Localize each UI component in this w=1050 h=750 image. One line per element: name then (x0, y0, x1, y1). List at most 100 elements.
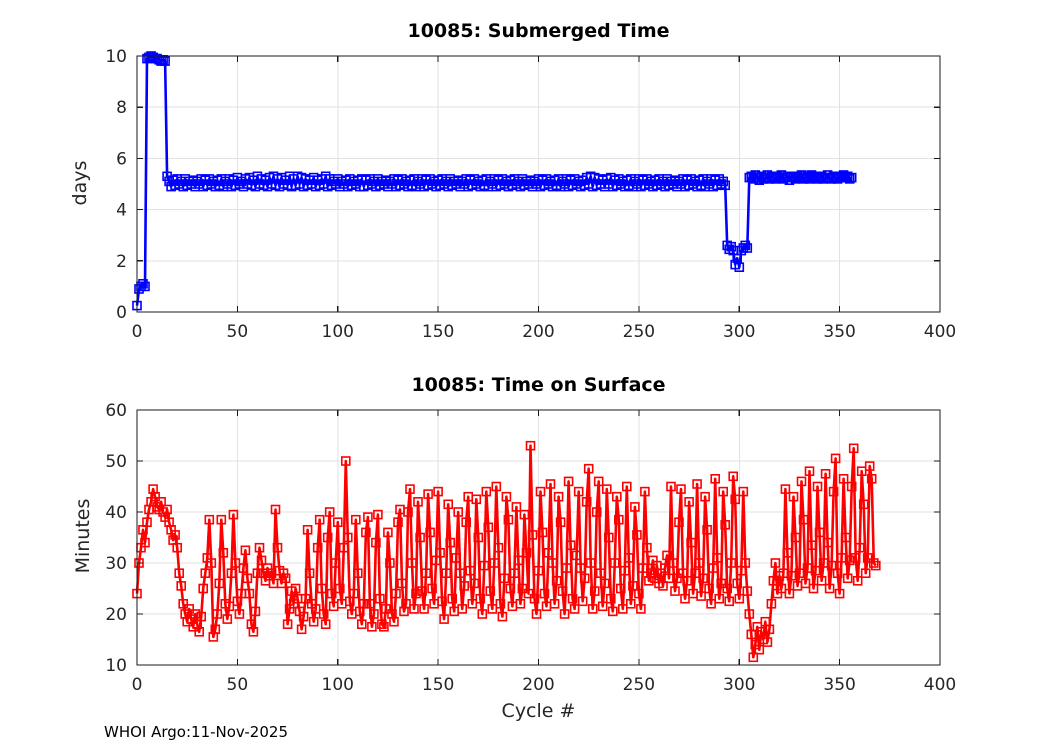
data-marker (543, 548, 554, 558)
data-marker (411, 588, 421, 599)
data-marker (868, 558, 879, 568)
data-marker (503, 514, 514, 525)
data-marker (479, 560, 490, 571)
data-marker (696, 591, 706, 601)
data-marker (866, 474, 877, 484)
data-marker (393, 517, 403, 527)
x-tick-label: 50 (227, 322, 249, 342)
data-marker (674, 517, 684, 527)
data-marker (581, 497, 592, 507)
data-marker (585, 558, 596, 568)
data-marker (461, 517, 472, 527)
data-marker (495, 599, 506, 609)
data-marker (820, 468, 831, 479)
data-marker (501, 491, 512, 502)
data-marker (848, 443, 859, 454)
x-tick-label: 350 (823, 322, 855, 342)
data-marker (326, 588, 337, 599)
data-marker (611, 491, 622, 502)
data-marker (553, 491, 564, 502)
data-marker (521, 548, 532, 558)
data-marker (858, 499, 869, 510)
data-marker (206, 558, 217, 568)
data-marker (435, 548, 445, 558)
data-marker (425, 527, 435, 538)
data-marker (242, 573, 253, 584)
data-marker (497, 611, 508, 622)
data-marker (842, 573, 853, 584)
data-marker (377, 619, 387, 629)
data-marker (694, 558, 704, 568)
data-marker (178, 599, 189, 609)
data-marker (379, 622, 389, 632)
data-marker (621, 481, 632, 492)
time-on-surface-plot: 0 50 100 150 200 250 300 350 400 10 20 30 40 50 60 (105, 401, 956, 695)
data-marker (196, 611, 207, 622)
data-marker (198, 583, 209, 594)
data-marker (214, 578, 225, 589)
data-marker (477, 609, 488, 619)
data-marker (403, 507, 413, 517)
data-marker (150, 491, 160, 502)
data-marker (365, 599, 375, 609)
data-marker (599, 578, 610, 589)
data-marker (515, 599, 526, 609)
data-marker (138, 279, 148, 289)
data-marker (302, 525, 313, 535)
y-axis-label-days: days (69, 160, 91, 206)
data-marker (690, 568, 700, 578)
data-marker (814, 527, 825, 538)
data-marker (531, 609, 542, 619)
data-marker (210, 624, 221, 635)
data-marker (593, 476, 604, 487)
data-marker (798, 514, 809, 525)
data-marker (619, 565, 630, 576)
data-marker (642, 542, 652, 553)
data-marker (816, 576, 827, 586)
data-marker (176, 581, 187, 591)
data-marker (467, 599, 478, 609)
data-marker (740, 240, 751, 251)
data-marker (228, 509, 239, 520)
data-marker (324, 507, 335, 517)
surface_minutes-markers (132, 440, 881, 663)
data-marker (617, 604, 628, 614)
data-marker (140, 281, 150, 292)
data-marker (453, 507, 464, 517)
data-marker (676, 484, 686, 494)
data-marker (720, 180, 731, 191)
x-tick-label: 0 (132, 675, 143, 695)
data-marker (270, 504, 281, 515)
data-marker (804, 466, 815, 477)
data-marker (455, 568, 466, 578)
data-marker (638, 563, 648, 573)
x-tick-label: 150 (422, 675, 454, 695)
data-marker (304, 568, 315, 578)
data-marker (684, 497, 694, 507)
data-marker (363, 512, 373, 522)
data-marker (184, 604, 195, 614)
data-marker (272, 542, 283, 553)
data-marker (413, 497, 423, 507)
data-marker (668, 558, 678, 568)
data-marker (718, 486, 729, 497)
data-marker (218, 548, 229, 558)
data-marker (565, 540, 576, 550)
data-marker (216, 514, 227, 525)
chart-title-time-on-surface: 10085: Time on Surface (411, 374, 666, 396)
data-marker (636, 604, 646, 614)
data-marker (742, 243, 753, 253)
data-marker (511, 502, 522, 512)
data-marker (794, 568, 805, 578)
data-marker (509, 568, 520, 578)
y-tick-label: 10 (105, 656, 127, 676)
data-marker (457, 604, 468, 614)
data-marker (628, 581, 638, 591)
data-marker (391, 588, 401, 599)
data-marker (870, 560, 881, 571)
data-marker (660, 563, 670, 573)
x-tick-label: 100 (322, 322, 354, 342)
data-marker (563, 476, 574, 487)
data-marker (499, 573, 510, 584)
x-tick-label: 200 (522, 675, 554, 695)
